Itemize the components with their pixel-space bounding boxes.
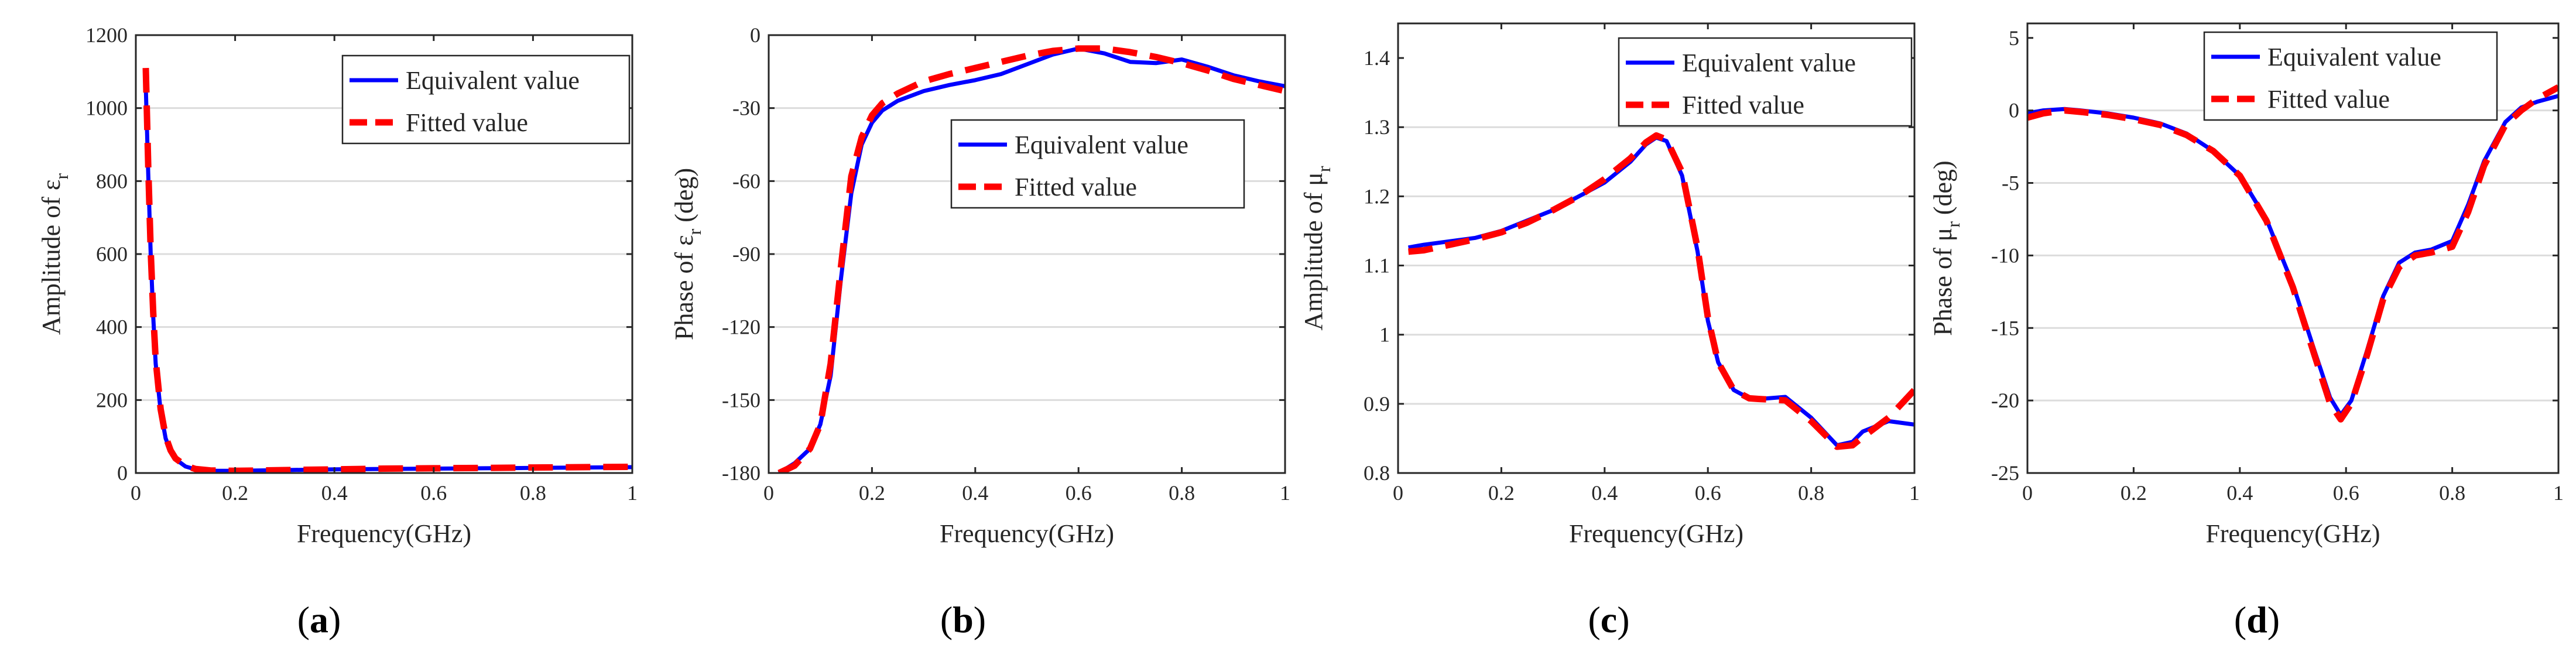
y-axis-label: Amplitude of εr bbox=[37, 173, 72, 335]
y-axis-label: Phase of μr (deg) bbox=[1928, 160, 1964, 335]
x-tick-label: 0.6 bbox=[1695, 481, 1721, 505]
y-tick-label: 600 bbox=[96, 242, 128, 266]
legend-label-fitted: Fitted value bbox=[2267, 85, 2390, 114]
x-tick-label: 0 bbox=[131, 481, 141, 505]
panel-caption: (d) bbox=[2234, 599, 2280, 640]
y-tick-label: -150 bbox=[722, 388, 761, 412]
axes-box bbox=[2026, 22, 2560, 474]
y-tick-label: 1000 bbox=[85, 97, 128, 120]
y-tick-label: 200 bbox=[96, 388, 128, 412]
series-line-equivalent bbox=[1407, 135, 1914, 448]
y-tick-label: -25 bbox=[1991, 461, 2019, 485]
chart-panel-b: 0 0.2 0.4 0.6 0.8 1 -180 -150 -120 -90 -60 -30 0 Freq… bbox=[670, 23, 1290, 640]
legend-label-fitted: Fitted value bbox=[406, 108, 528, 137]
x-tick-label: 0 bbox=[1393, 481, 1403, 505]
x-tick-label: 0.8 bbox=[1169, 481, 1195, 505]
legend-label-equivalent: Equivalent value bbox=[2267, 43, 2441, 71]
series-line-fitted bbox=[2027, 84, 2558, 423]
series-line-fitted bbox=[142, 67, 632, 473]
x-tick-label: 1 bbox=[627, 481, 638, 505]
y-tick-label: 400 bbox=[96, 316, 128, 339]
x-tick-label: 0.2 bbox=[859, 481, 885, 505]
y-tick-label: 1.3 bbox=[1364, 115, 1390, 139]
x-tick-label: 0.2 bbox=[2121, 481, 2147, 505]
x-tick-label: 0.6 bbox=[2333, 481, 2359, 505]
x-tick-label: 0 bbox=[763, 481, 774, 505]
x-tick-label: 0.8 bbox=[2439, 481, 2465, 505]
y-tick-label: 0.9 bbox=[1364, 392, 1390, 416]
legend: Equivalent value Fitted value bbox=[2203, 31, 2498, 121]
x-tick-label: 0.4 bbox=[321, 481, 348, 505]
y-tick-label: -10 bbox=[1991, 244, 2019, 267]
legend-box bbox=[341, 54, 631, 145]
x-tick-label: 0.4 bbox=[2226, 481, 2253, 505]
y-tick-label: 800 bbox=[96, 169, 128, 193]
legend: Equivalent value Fitted value bbox=[1618, 37, 1913, 127]
panel-caption: (b) bbox=[940, 599, 986, 640]
legend-box bbox=[1618, 37, 1913, 127]
legend-label-fitted: Fitted value bbox=[1682, 91, 1804, 119]
y-tick-label: 0 bbox=[117, 461, 128, 485]
legend-label-fitted: Fitted value bbox=[1015, 173, 1137, 201]
axes-box bbox=[1397, 22, 1916, 474]
x-tick-label: 0.2 bbox=[222, 481, 248, 505]
y-tick-label: -120 bbox=[722, 316, 761, 339]
x-tick-label: 1 bbox=[1280, 481, 1290, 505]
chart-panel-d: 0 0.2 0.4 0.6 0.8 1 -25 -20 -15 -10 -5 0 5 Frequency(… bbox=[1928, 22, 2564, 640]
chart-panel-c: 0 0.2 0.4 0.6 0.8 1 0.8 0.9 1 1.1 1.2 1.3 1.4 Frequen… bbox=[1299, 22, 1920, 640]
legend-label-equivalent: Equivalent value bbox=[1682, 49, 1856, 77]
y-axis-label: Amplitude of μr bbox=[1299, 166, 1334, 330]
x-tick-label: 0.4 bbox=[1591, 481, 1618, 505]
y-tick-label: 1.1 bbox=[1364, 254, 1390, 277]
x-axis-label: Frequency(GHz) bbox=[297, 519, 471, 548]
y-tick-label: -60 bbox=[732, 169, 761, 193]
y-tick-label: -30 bbox=[732, 97, 761, 120]
legend-label-equivalent: Equivalent value bbox=[1015, 131, 1188, 159]
x-axis-label: Frequency(GHz) bbox=[2205, 519, 2380, 548]
x-tick-label: 0 bbox=[2022, 481, 2033, 505]
y-tick-label: -15 bbox=[1991, 316, 2019, 340]
y-tick-label: 0 bbox=[2009, 99, 2019, 122]
x-tick-label: 0.8 bbox=[1798, 481, 1824, 505]
panel-caption: (a) bbox=[297, 599, 341, 640]
legend: Equivalent value Fitted value bbox=[950, 119, 1245, 209]
y-tick-label: 1 bbox=[1379, 323, 1390, 347]
y-tick-label: -90 bbox=[732, 242, 761, 266]
x-axis-label: Frequency(GHz) bbox=[940, 519, 1114, 548]
y-tick-label: 0.8 bbox=[1364, 461, 1390, 485]
x-tick-label: 1 bbox=[1909, 481, 1920, 505]
chart-panel-a: 0 0.2 0.4 0.6 0.8 1 0 200 400 600 800 1000 1200 Frequ… bbox=[37, 23, 638, 640]
x-tick-label: 1 bbox=[2553, 481, 2564, 505]
x-tick-label: 0.8 bbox=[520, 481, 546, 505]
y-tick-label: 0 bbox=[750, 23, 761, 47]
y-axis-label: Phase of εr (deg) bbox=[670, 168, 705, 340]
y-tick-label: -5 bbox=[2002, 172, 2019, 195]
x-tick-label: 0.6 bbox=[420, 481, 447, 505]
y-tick-label: 1.2 bbox=[1364, 184, 1390, 208]
y-tick-label: 5 bbox=[2009, 26, 2019, 50]
x-axis-label: Frequency(GHz) bbox=[1569, 519, 1743, 548]
y-tick-label: -20 bbox=[1991, 389, 2019, 412]
panel-caption: (c) bbox=[1588, 599, 1629, 640]
legend-box bbox=[950, 119, 1245, 209]
y-tick-label: 1.4 bbox=[1364, 46, 1390, 70]
x-tick-label: 0.6 bbox=[1066, 481, 1092, 505]
legend-box bbox=[2203, 31, 2498, 121]
legend-label-equivalent: Equivalent value bbox=[406, 66, 580, 95]
x-tick-label: 0.2 bbox=[1488, 481, 1515, 505]
y-tick-label: 1200 bbox=[85, 23, 128, 47]
y-tick-label: -180 bbox=[722, 461, 761, 485]
x-tick-label: 0.4 bbox=[962, 481, 988, 505]
legend: Equivalent value Fitted value bbox=[341, 54, 631, 145]
